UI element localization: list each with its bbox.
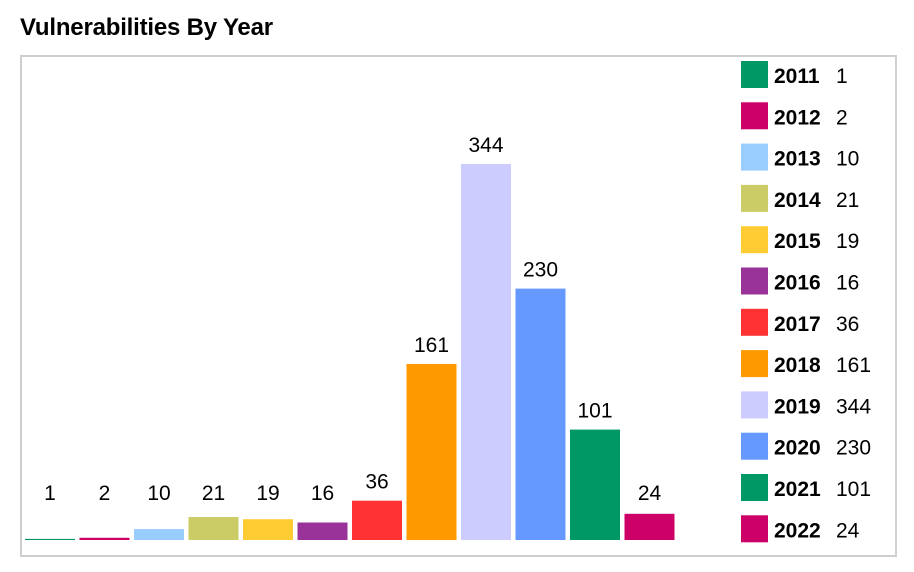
legend-year-2016: 2016 — [774, 272, 821, 295]
legend-year-2012: 2012 — [774, 106, 821, 129]
data-label-2013: 10 — [147, 482, 170, 505]
bar-2015 — [243, 519, 293, 540]
bar-2012 — [79, 537, 130, 540]
bar-2017 — [352, 500, 402, 540]
value-labels-group: 1 2 10 21 19 16 36 161 344 230 101 24 — [44, 134, 661, 505]
data-label-2016: 16 — [311, 482, 334, 505]
legend-value-2016: 16 — [836, 272, 859, 295]
legend-swatch-2021 — [741, 474, 768, 501]
legend-swatch-2019 — [741, 391, 768, 419]
legend-swatch-2011 — [741, 61, 768, 88]
data-label-2017: 36 — [365, 471, 388, 494]
data-label-2022: 24 — [638, 482, 662, 505]
legend-value-2022: 24 — [836, 519, 860, 542]
legend-year-2018: 2018 — [774, 354, 821, 377]
legend-swatch-2022 — [741, 515, 768, 543]
legend-value-2021: 101 — [836, 478, 871, 501]
bar-2022 — [624, 513, 675, 540]
legend-value-2015: 19 — [836, 230, 859, 253]
legend-year-2011: 2011 — [774, 65, 820, 88]
bar-2016 — [297, 522, 348, 540]
data-label-2018: 161 — [414, 334, 449, 357]
legend-year-2013: 2013 — [774, 148, 821, 171]
legend-year-2020: 2020 — [774, 437, 821, 460]
legend-value-2013: 10 — [836, 148, 859, 171]
legend-swatch-2012 — [741, 102, 768, 130]
bars-group — [25, 164, 675, 540]
legend-year-2017: 2017 — [774, 313, 821, 336]
legend-value-2017: 36 — [836, 313, 859, 336]
legend: 2011 1 2012 2 2013 10 2014 21 2015 19 2016 16 2017 36… — [741, 61, 871, 543]
data-label-2019: 344 — [468, 134, 503, 157]
legend-year-2019: 2019 — [774, 395, 821, 418]
bar-2019 — [461, 164, 511, 540]
data-label-2011: 1 — [44, 482, 56, 505]
legend-year-2014: 2014 — [774, 189, 821, 212]
legend-swatch-2014 — [741, 184, 768, 212]
bar-2020 — [515, 288, 566, 540]
legend-value-2011: 1 — [836, 65, 848, 88]
data-label-2021: 101 — [577, 400, 612, 423]
legend-value-2019: 344 — [836, 395, 871, 418]
bar-2014 — [188, 517, 239, 540]
legend-value-2012: 2 — [836, 106, 848, 129]
bar-2011 — [25, 538, 75, 540]
legend-swatch-2015 — [741, 226, 768, 254]
chart-frame — [20, 55, 897, 557]
chart-title: Vulnerabilities By Year — [20, 14, 273, 41]
legend-swatch-2013 — [741, 143, 768, 171]
data-label-2020: 230 — [523, 259, 558, 282]
legend-value-2020: 230 — [836, 437, 871, 460]
legend-value-2018: 161 — [836, 354, 871, 377]
legend-swatch-2017 — [741, 308, 768, 336]
legend-year-2015: 2015 — [774, 230, 821, 253]
legend-swatch-2020 — [741, 432, 768, 460]
legend-year-2021: 2021 — [774, 478, 821, 501]
data-label-2014: 21 — [202, 482, 225, 505]
data-label-2015: 19 — [256, 482, 279, 505]
bar-2018 — [406, 364, 457, 540]
legend-year-2022: 2022 — [774, 519, 821, 542]
bar-2021 — [570, 429, 620, 540]
data-label-2012: 2 — [99, 482, 111, 505]
legend-swatch-2016 — [741, 267, 768, 295]
bar-2013 — [134, 529, 184, 540]
legend-swatch-2018 — [741, 350, 768, 378]
legend-value-2014: 21 — [836, 189, 859, 212]
